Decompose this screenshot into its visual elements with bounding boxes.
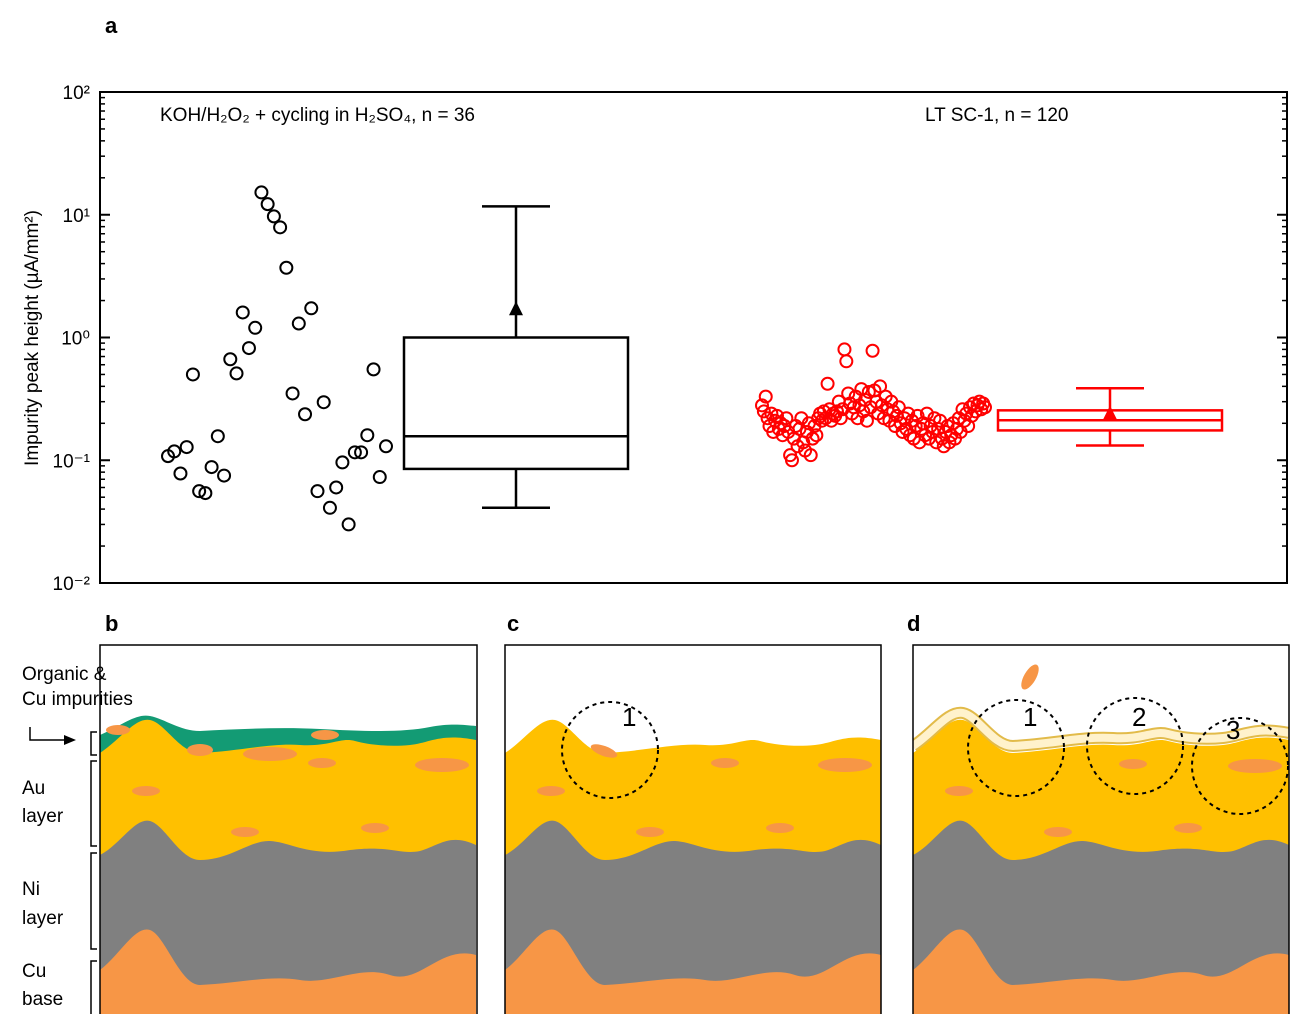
data-point <box>336 456 348 468</box>
annotation: layer <box>22 908 64 929</box>
page: {"chart_data": {"type": "scatter_box", "… <box>0 0 1290 1014</box>
data-point <box>268 210 280 222</box>
data-point <box>838 343 850 355</box>
annotation: Organic & <box>22 664 107 685</box>
data-point <box>374 471 386 483</box>
data-point <box>330 481 342 493</box>
arrow-head <box>64 735 76 745</box>
data-point <box>318 396 330 408</box>
figure: a Impurity peak height (µA/mm²) 10⁻² 10⁻¹… <box>0 0 1290 1014</box>
panel-label: a <box>105 13 118 38</box>
brackets <box>91 732 97 1014</box>
annotation: layer <box>22 806 64 827</box>
data-point <box>361 429 373 441</box>
data-point <box>280 262 292 274</box>
plot-area: 10⁻² 10⁻¹ 10⁰ 10¹ 10² KOH/H₂O₂ + cycling in H… <box>53 83 1288 595</box>
annotation: base <box>22 989 63 1010</box>
data-point <box>299 408 311 420</box>
data-point <box>174 467 186 479</box>
schematic-c <box>505 702 881 1014</box>
data-point <box>311 485 323 497</box>
data-point <box>206 461 218 473</box>
y-tick-label: 10¹ <box>63 206 90 227</box>
data-point <box>187 368 199 380</box>
circle-label: 2 <box>1132 702 1146 732</box>
box <box>404 338 628 469</box>
mean-marker <box>509 301 523 315</box>
y-tick-label: 10⁰ <box>61 329 90 350</box>
annotation: Cu <box>22 961 46 982</box>
series-label: LT SC-1, n = 120 <box>925 105 1068 126</box>
y-tick-label: 10⁻² <box>53 574 91 595</box>
y-axis-label: Impurity peak height (µA/mm²) <box>22 210 43 466</box>
data-point <box>255 186 267 198</box>
circle-label: 1 <box>1023 702 1037 732</box>
panel-label: c <box>507 611 519 636</box>
annotation: Cu impurities <box>22 689 133 710</box>
schematic-b <box>100 716 476 1014</box>
data-point <box>293 318 305 330</box>
data-point <box>380 440 392 452</box>
data-point <box>181 441 193 453</box>
arrow <box>30 727 66 740</box>
data-point <box>305 302 317 314</box>
data-point <box>343 518 355 530</box>
data-point <box>224 353 236 365</box>
data-point <box>822 378 834 390</box>
annotation: Ni <box>22 879 40 900</box>
y-tick-label: 10⁻¹ <box>53 451 91 472</box>
circle-label: 1 <box>622 702 636 732</box>
data-point <box>368 363 380 375</box>
data-point <box>249 322 261 334</box>
data-point <box>243 342 255 354</box>
data-point <box>324 502 336 514</box>
mean-marker <box>1103 406 1117 420</box>
data-point <box>231 367 243 379</box>
y-tick-label: 10² <box>63 83 90 104</box>
series-label: KOH/H₂O₂ + cycling in H₂SO₄, n = 36 <box>160 105 475 126</box>
panel-label: d <box>907 611 920 636</box>
data-point <box>274 221 286 233</box>
data-point <box>218 470 230 482</box>
data-point <box>212 430 224 442</box>
annotation: Au <box>22 778 45 799</box>
data-point <box>287 387 299 399</box>
circle-label: 3 <box>1226 715 1240 745</box>
data-point <box>237 306 249 318</box>
plot-frame <box>100 92 1287 583</box>
panel-label: b <box>105 611 118 636</box>
data-point <box>867 345 879 357</box>
data-point <box>840 355 852 367</box>
data-point <box>262 198 274 210</box>
